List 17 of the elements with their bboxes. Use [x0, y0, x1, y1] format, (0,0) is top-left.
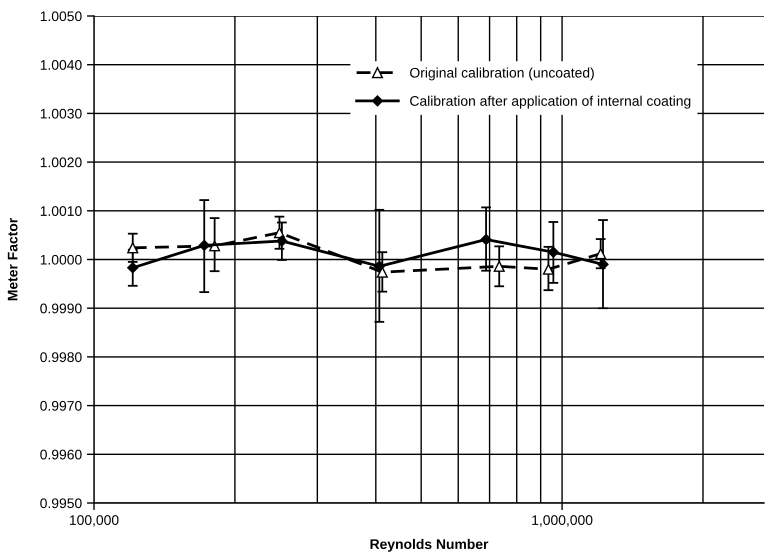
y-tick-label: 0.9950: [40, 498, 82, 508]
y-tick-label: 0.9960: [40, 450, 82, 460]
y-axis-title: Meter Factor: [8, 218, 18, 300]
y-tick-label: 0.9980: [40, 352, 82, 362]
y-tick-label: 1.0010: [40, 206, 82, 216]
y-tick-label: 1.0030: [40, 108, 82, 119]
y-tick-label: 0.9990: [40, 304, 82, 314]
x-tick-label: 100,000: [70, 515, 119, 527]
x-axis-title: Reynolds Number: [370, 538, 488, 552]
y-tick-label: 1.0000: [40, 254, 82, 265]
y-tick-label: 1.0020: [40, 157, 82, 168]
y-tick-label: 1.0050: [40, 11, 82, 22]
x-tick-label: 1,000,000: [532, 515, 592, 527]
legend-label: Calibration after application of internal coating: [410, 96, 690, 109]
y-tick-label: 1.0040: [40, 60, 82, 70]
legend-label: Original calibration (uncoated): [410, 67, 594, 80]
y-tick-label: 0.9970: [40, 400, 82, 411]
